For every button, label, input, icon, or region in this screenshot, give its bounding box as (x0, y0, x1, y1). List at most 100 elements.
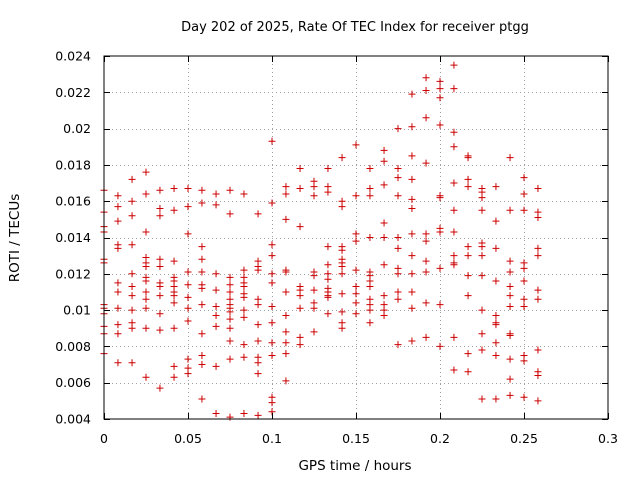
y-tick-label: 0.006 (55, 375, 91, 390)
data-point (128, 175, 136, 183)
data-point (492, 321, 500, 329)
data-point (436, 121, 444, 129)
data-point (184, 203, 192, 211)
data-point (240, 306, 248, 314)
data-point (114, 279, 122, 287)
data-point (198, 199, 206, 207)
data-point (114, 359, 122, 367)
data-point (436, 85, 444, 93)
data-point (478, 346, 486, 354)
data-point (478, 330, 486, 338)
data-point (156, 186, 164, 194)
data-point (240, 283, 248, 291)
data-point (156, 310, 164, 318)
data-point (464, 368, 472, 376)
data-point (394, 295, 402, 303)
data-point (324, 261, 332, 269)
data-point (520, 357, 528, 365)
data-point (506, 292, 514, 300)
data-point (394, 174, 402, 182)
data-point (352, 266, 360, 274)
data-point (128, 283, 136, 291)
data-point (408, 304, 416, 312)
data-point (352, 141, 360, 149)
data-point (450, 61, 458, 69)
data-point (464, 154, 472, 162)
data-point (464, 350, 472, 358)
data-point (520, 190, 528, 198)
data-point (394, 125, 402, 133)
data-point (156, 292, 164, 300)
data-point (156, 326, 164, 334)
data-point (464, 175, 472, 183)
data-point (492, 312, 500, 320)
data-point (338, 308, 346, 316)
data-point (184, 304, 192, 312)
data-point (114, 321, 122, 329)
data-point (492, 395, 500, 403)
data-point (422, 86, 430, 94)
data-point (520, 302, 528, 310)
data-point (114, 192, 122, 200)
data-point (380, 312, 388, 320)
data-point (170, 292, 178, 300)
data-point (450, 179, 458, 187)
x-axis-tick-labels: 0 0.05 0.1 0.15 0.2 0.25 0.3 (100, 431, 618, 446)
data-point (436, 264, 444, 272)
y-tick-label: 0.022 (55, 85, 91, 100)
data-point (506, 302, 514, 310)
data-point (184, 355, 192, 363)
data-point (492, 351, 500, 359)
data-point (268, 252, 276, 260)
x-tick-label: 0.1 (262, 431, 282, 446)
data-point (450, 228, 458, 236)
data-point (436, 228, 444, 236)
data-point (324, 188, 332, 196)
data-point (478, 243, 486, 251)
data-point (338, 324, 346, 332)
data-point (268, 339, 276, 347)
data-point (450, 85, 458, 93)
data-point (198, 186, 206, 194)
data-point (268, 270, 276, 278)
data-point (268, 399, 276, 407)
data-point (352, 310, 360, 318)
data-point (296, 341, 304, 349)
data-point (268, 319, 276, 327)
data-point (366, 184, 374, 192)
data-point (156, 263, 164, 271)
data-point (478, 395, 486, 403)
data-point (142, 304, 150, 312)
data-point (478, 252, 486, 260)
data-point (198, 268, 206, 276)
data-point (212, 286, 220, 294)
data-point (268, 199, 276, 207)
data-point (282, 183, 290, 191)
x-tick-label: 0.05 (174, 431, 202, 446)
data-point (450, 261, 458, 269)
y-axis-tick-labels: 0.004 0.006 0.008 0.01 0.012 0.014 0.016 0.018 0… (55, 49, 91, 427)
data-point (534, 286, 542, 294)
y-tick-label: 0.012 (55, 266, 91, 281)
data-point (226, 315, 234, 323)
data-point (436, 301, 444, 309)
data-point (338, 203, 346, 211)
data-point (268, 241, 276, 249)
data-point (142, 295, 150, 303)
data-point (142, 190, 150, 198)
data-point (534, 371, 542, 379)
data-point (226, 288, 234, 296)
data-point (296, 223, 304, 231)
data-point (282, 190, 290, 198)
data-point (254, 411, 262, 419)
data-point (114, 330, 122, 338)
data-point (506, 355, 514, 363)
data-point (184, 370, 192, 378)
data-point (534, 184, 542, 192)
data-point (352, 230, 360, 238)
data-point (282, 328, 290, 336)
data-point (226, 324, 234, 332)
data-point (422, 237, 430, 245)
data-point (240, 341, 248, 349)
data-point (478, 272, 486, 280)
